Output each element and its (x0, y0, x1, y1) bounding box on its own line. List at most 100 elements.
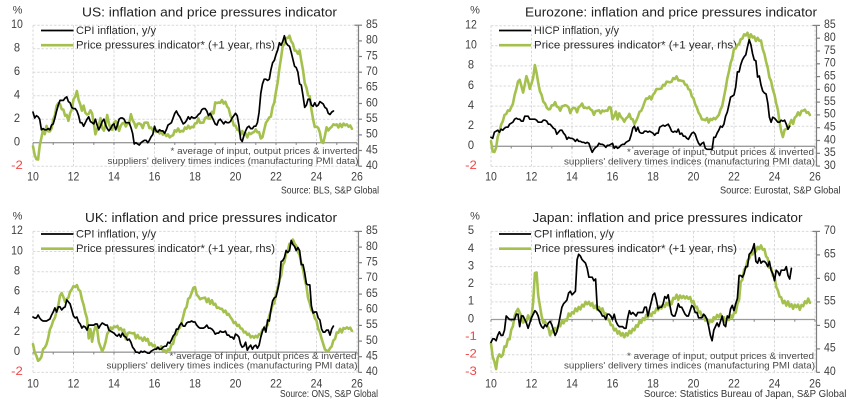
svg-text:60: 60 (824, 270, 836, 284)
svg-text:10: 10 (485, 170, 497, 184)
svg-text:Source: ONS, S&P Global: Source: ONS, S&P Global (280, 389, 378, 400)
svg-text:12: 12 (526, 377, 538, 391)
svg-text:65: 65 (366, 80, 378, 94)
svg-text:40: 40 (366, 158, 378, 172)
svg-text:Price pressures indicator* (+1: Price pressures indicator* (+1 year, rhs… (76, 243, 275, 255)
svg-text:Price pressures indicator* (+1: Price pressures indicator* (+1 year, rhs… (534, 40, 737, 52)
svg-text:45: 45 (366, 349, 378, 363)
svg-text:20: 20 (688, 377, 700, 391)
svg-text:-2: -2 (465, 347, 477, 361)
svg-text:85: 85 (366, 17, 378, 31)
svg-text:85: 85 (366, 223, 378, 237)
svg-text:suppliers' delivery times indi: suppliers' delivery times indices (manuf… (108, 156, 359, 167)
svg-text:45: 45 (366, 142, 378, 156)
svg-text:Price pressures indicator* (+1: Price pressures indicator* (+1 year, rhs… (534, 243, 737, 255)
svg-text:65: 65 (824, 68, 836, 82)
svg-text:0: 0 (14, 344, 20, 358)
svg-text:70: 70 (366, 64, 378, 78)
svg-text:40: 40 (824, 132, 836, 146)
svg-text:16: 16 (607, 170, 619, 184)
svg-text:80: 80 (366, 239, 378, 253)
svg-text:HICP inflation, y/y: HICP inflation, y/y (534, 25, 619, 37)
svg-text:14: 14 (108, 170, 120, 184)
svg-text:UK: inflation and price pressu: UK: inflation and price pressures indica… (85, 210, 338, 225)
svg-text:5: 5 (468, 223, 474, 237)
svg-text:Japan: inflation and price pre: Japan: inflation and price pressures ind… (533, 210, 804, 225)
svg-text:4: 4 (14, 304, 20, 318)
svg-text:60: 60 (366, 302, 378, 316)
svg-text:60: 60 (366, 95, 378, 109)
svg-text:10: 10 (11, 17, 23, 31)
svg-text:-3: -3 (465, 364, 477, 378)
svg-text:-1: -1 (465, 329, 477, 343)
svg-text:20: 20 (688, 170, 700, 184)
svg-text:16: 16 (149, 170, 161, 184)
svg-text:22: 22 (270, 377, 282, 391)
svg-text:75: 75 (366, 255, 378, 269)
svg-text:10: 10 (27, 170, 39, 184)
svg-text:0: 0 (14, 135, 20, 149)
svg-text:18: 18 (647, 170, 659, 184)
svg-text:3: 3 (468, 258, 474, 272)
svg-text:0: 0 (468, 138, 474, 152)
svg-text:Source: Eurostat, S&P Global: Source: Eurostat, S&P Global (720, 186, 841, 197)
svg-text:%: % (13, 5, 23, 17)
svg-text:80: 80 (824, 30, 836, 44)
svg-text:Source: BLS, S&P Global: Source: BLS, S&P Global (281, 186, 379, 197)
svg-text:CPI inflation, y/y: CPI inflation, y/y (534, 229, 614, 241)
svg-text:%: % (470, 5, 480, 17)
svg-text:50: 50 (366, 333, 378, 347)
svg-text:12: 12 (68, 170, 80, 184)
svg-text:2: 2 (14, 111, 20, 125)
svg-text:* average of input, output pri: * average of input, output prices & inve… (171, 146, 358, 157)
svg-text:Source: Statistics Bureau of J: Source: Statistics Bureau of Japan, S&P … (644, 389, 847, 400)
svg-text:50: 50 (824, 107, 836, 121)
svg-text:22: 22 (728, 377, 740, 391)
svg-text:20: 20 (230, 170, 242, 184)
svg-text:50: 50 (824, 317, 836, 331)
svg-text:suppliers' delivery times indi: suppliers' delivery times indices (manuf… (564, 361, 815, 372)
svg-text:40: 40 (366, 364, 378, 378)
svg-text:CPI inflation, y/y: CPI inflation, y/y (76, 229, 156, 241)
svg-text:24: 24 (769, 170, 781, 184)
svg-text:* average of input, output pri: * average of input, output prices & inve… (170, 351, 357, 362)
svg-text:14: 14 (566, 170, 578, 184)
svg-text:-2: -2 (11, 364, 23, 378)
svg-text:75: 75 (366, 48, 378, 62)
svg-text:10: 10 (485, 377, 497, 391)
svg-text:12: 12 (11, 223, 23, 237)
svg-text:26: 26 (809, 170, 821, 184)
svg-text:26: 26 (809, 377, 821, 391)
svg-text:6: 6 (14, 284, 20, 298)
svg-text:22: 22 (270, 170, 282, 184)
svg-text:4: 4 (468, 98, 474, 112)
svg-text:24: 24 (311, 377, 323, 391)
svg-text:70: 70 (366, 270, 378, 284)
svg-text:65: 65 (824, 247, 836, 261)
svg-text:12: 12 (68, 377, 80, 391)
svg-text:* average of input, output pri: * average of input, output prices & inve… (627, 351, 814, 362)
svg-text:45: 45 (824, 341, 836, 355)
svg-text:70: 70 (824, 223, 836, 237)
svg-text:65: 65 (366, 286, 378, 300)
svg-text:4: 4 (468, 241, 474, 255)
svg-text:18: 18 (189, 377, 201, 391)
svg-text:0: 0 (468, 311, 474, 325)
svg-text:2: 2 (468, 276, 474, 290)
svg-text:26: 26 (351, 377, 363, 391)
svg-text:20: 20 (230, 377, 242, 391)
svg-text:40: 40 (824, 364, 836, 378)
svg-text:10: 10 (465, 38, 477, 52)
svg-text:24: 24 (769, 377, 781, 391)
svg-text:14: 14 (108, 377, 120, 391)
svg-text:2: 2 (468, 118, 474, 132)
svg-text:85: 85 (824, 17, 836, 31)
svg-text:55: 55 (366, 317, 378, 331)
svg-text:45: 45 (824, 120, 836, 134)
svg-text:8: 8 (14, 41, 20, 55)
svg-text:suppliers' delivery times indi: suppliers' delivery times indices (manuf… (107, 361, 358, 372)
svg-text:55: 55 (824, 94, 836, 108)
svg-text:70: 70 (824, 56, 836, 70)
svg-text:Price pressures indicator* (+1: Price pressures indicator* (+1 year, rhs… (76, 40, 275, 52)
svg-text:35: 35 (824, 145, 836, 159)
